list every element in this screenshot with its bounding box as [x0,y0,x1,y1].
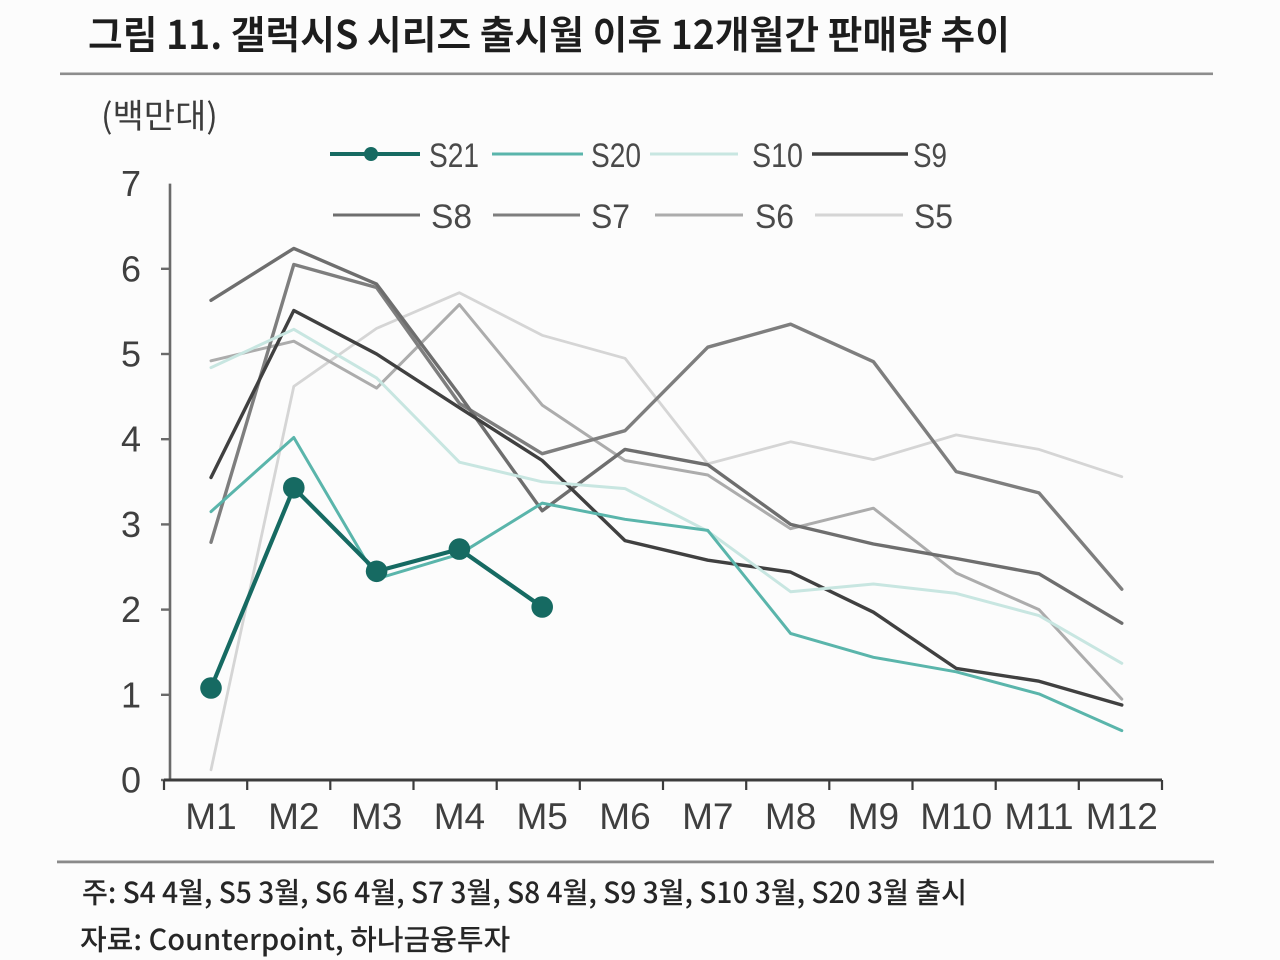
svg-text:S21: S21 [429,137,479,175]
svg-text:6: 6 [121,248,141,289]
svg-text:S9: S9 [913,137,947,175]
svg-text:M9: M9 [848,796,899,837]
svg-text:5: 5 [121,334,141,375]
svg-text:M10: M10 [920,796,992,837]
svg-text:S20: S20 [591,137,641,175]
svg-text:S6: S6 [755,198,794,236]
svg-text:M11: M11 [1004,796,1073,837]
svg-text:M1: M1 [185,796,236,837]
svg-text:4: 4 [121,419,141,460]
svg-text:M6: M6 [599,796,650,837]
svg-text:M2: M2 [268,796,319,837]
svg-text:1: 1 [121,674,141,715]
svg-text:0: 0 [121,760,141,801]
svg-text:M12: M12 [1086,796,1158,837]
svg-text:S10: S10 [752,137,803,175]
svg-text:M8: M8 [765,796,816,837]
svg-text:2: 2 [121,589,141,630]
svg-text:3: 3 [121,504,141,545]
svg-text:M5: M5 [516,796,567,837]
svg-text:M3: M3 [351,796,402,837]
svg-text:M4: M4 [434,796,485,837]
svg-text:M7: M7 [682,796,733,837]
svg-text:S5: S5 [914,198,953,236]
svg-text:S7: S7 [591,198,630,236]
svg-text:7: 7 [121,163,141,204]
svg-text:S8: S8 [431,198,472,236]
